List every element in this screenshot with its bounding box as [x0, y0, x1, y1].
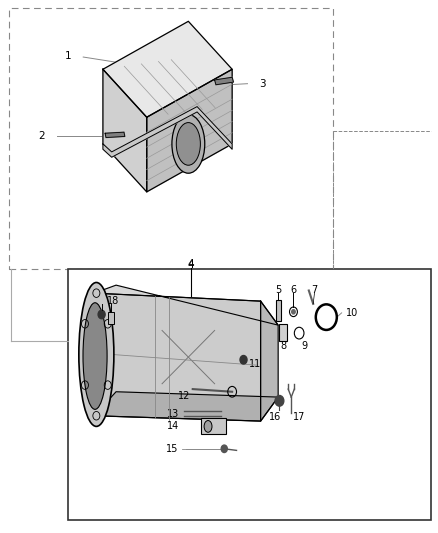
- Text: 4: 4: [187, 260, 194, 269]
- Polygon shape: [103, 107, 232, 157]
- Bar: [201, 418, 226, 434]
- Polygon shape: [147, 69, 232, 192]
- Ellipse shape: [79, 282, 114, 426]
- Text: 2: 2: [38, 131, 45, 141]
- Text: 3: 3: [259, 79, 266, 88]
- Ellipse shape: [204, 421, 212, 432]
- Polygon shape: [103, 69, 147, 192]
- Text: 9: 9: [301, 342, 307, 351]
- Text: 4: 4: [187, 261, 194, 270]
- Text: 8: 8: [280, 342, 286, 351]
- Ellipse shape: [172, 115, 205, 173]
- Bar: [9, 8, 333, 269]
- Circle shape: [275, 395, 284, 406]
- Text: 11: 11: [249, 359, 261, 368]
- Bar: [68, 269, 431, 520]
- Text: 10: 10: [346, 308, 358, 318]
- Text: 1: 1: [64, 51, 71, 61]
- Text: 17: 17: [293, 412, 305, 422]
- Bar: [279, 324, 287, 341]
- Polygon shape: [261, 301, 278, 421]
- Text: 14: 14: [166, 422, 179, 431]
- Text: 18: 18: [107, 296, 119, 306]
- Text: 6: 6: [290, 285, 297, 295]
- Ellipse shape: [83, 303, 107, 409]
- Text: 12: 12: [178, 391, 191, 401]
- Circle shape: [240, 356, 247, 364]
- Text: 19: 19: [89, 296, 102, 306]
- Ellipse shape: [176, 123, 200, 165]
- Circle shape: [221, 445, 227, 453]
- Text: 15: 15: [166, 444, 179, 454]
- Text: 7: 7: [311, 285, 318, 295]
- Text: 5: 5: [275, 285, 281, 295]
- Polygon shape: [94, 293, 261, 421]
- Text: 16: 16: [269, 412, 281, 422]
- Bar: [108, 312, 114, 324]
- Text: 13: 13: [166, 409, 179, 418]
- Polygon shape: [105, 132, 125, 138]
- Circle shape: [98, 310, 105, 319]
- Bar: [276, 300, 281, 321]
- Polygon shape: [215, 77, 233, 85]
- Polygon shape: [103, 21, 232, 117]
- Circle shape: [292, 310, 295, 314]
- Polygon shape: [94, 392, 278, 421]
- Polygon shape: [94, 285, 278, 325]
